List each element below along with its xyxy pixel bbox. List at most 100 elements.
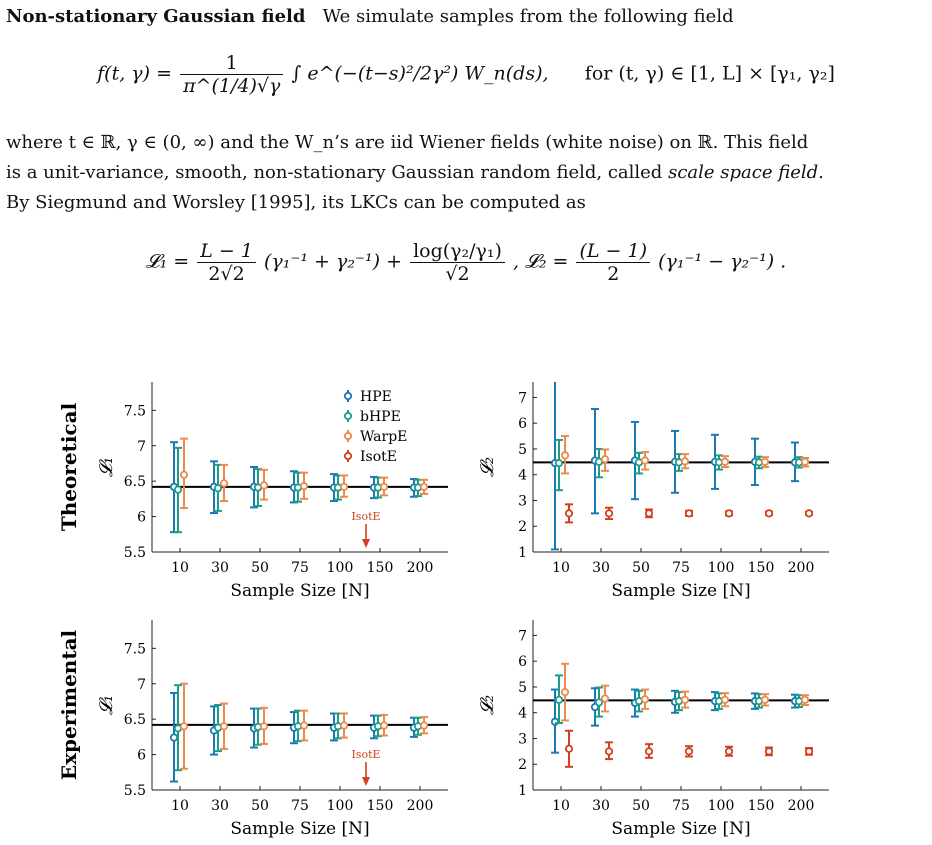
paragraph-body: where t ∈ ℝ, γ ∈ (0, ∞) and the W_n’s ar… — [6, 128, 926, 218]
point-warpe — [560, 451, 570, 460]
point-isote — [644, 747, 654, 756]
y-tick-label: 3 — [518, 731, 527, 747]
y-tick-label: 5 — [518, 442, 527, 458]
point-isote — [724, 509, 734, 518]
legend-label-isote: IsotE — [360, 449, 397, 465]
annotation-arrow-head — [362, 539, 370, 548]
point-bhpe — [213, 484, 223, 493]
y-tick-label: 5.5 — [124, 545, 146, 561]
intro-text: We simulate samples from the following f… — [322, 6, 734, 27]
y-tick-label: 7 — [137, 677, 146, 693]
row-label-theoretical: Theoretical — [57, 402, 81, 531]
point-isote — [564, 509, 574, 518]
point-warpe — [379, 482, 389, 491]
x-tick-label: 200 — [788, 560, 815, 576]
y-tick-label: 6 — [518, 654, 527, 670]
eq2-frac1: L − 1 2√2 — [197, 240, 256, 285]
point-warpe — [179, 470, 189, 479]
eq2-l1: 𝓛₁ = — [145, 250, 190, 273]
x-tick-label: 100 — [708, 798, 735, 814]
eq1-fraction: 1 π^(1/4)√γ — [180, 52, 284, 97]
point-warpe — [800, 695, 810, 704]
error-bars — [550, 382, 814, 551]
y-tick-label: 7 — [137, 439, 146, 455]
point-warpe — [640, 695, 650, 704]
legend-label-warpe: WarpE — [360, 429, 407, 445]
point-isote — [644, 509, 654, 518]
x-tick-label: 50 — [251, 560, 269, 576]
eq2-term1: (γ₁⁻¹ + γ₂⁻¹) + — [263, 250, 403, 273]
x-tick-label: 100 — [327, 560, 354, 576]
point-warpe — [419, 721, 429, 730]
y-axis-label: 𝓛₁ — [96, 695, 117, 715]
x-tick-label: 30 — [211, 560, 229, 576]
point-warpe — [800, 457, 810, 466]
y-tick-label: 2 — [518, 519, 527, 535]
legend-marker — [343, 451, 353, 461]
eq1-integral: ∫ e^(−(t−s)²/2γ²) W_n(ds), — [291, 62, 549, 85]
legend-label-hpe: HPE — [360, 389, 392, 405]
y-tick-label: 7 — [518, 628, 527, 644]
x-tick-label: 10 — [552, 798, 570, 814]
annotation-label: IsotE — [351, 748, 380, 761]
point-warpe — [760, 695, 770, 704]
y-tick-label: 6.5 — [124, 712, 146, 728]
x-tick-label: 150 — [367, 798, 394, 814]
legend-label-bhpe: bHPE — [360, 409, 401, 425]
eq1-domain: for (t, γ) ∈ [1, L] × [γ₁, γ₂] — [584, 62, 835, 85]
y-tick-label: 6 — [137, 510, 146, 526]
body-line-3: By Siegmund and Worsley [1995], its LKCs… — [6, 192, 586, 213]
point-warpe — [640, 456, 650, 465]
y-tick-label: 6 — [518, 416, 527, 432]
eq1-num: 1 — [180, 52, 284, 75]
y-tick-label: 7 — [518, 390, 527, 406]
equation-field: f(t, γ) = 1 π^(1/4)√γ ∫ e^(−(t−s)²/2γ²) … — [0, 52, 932, 97]
point-isote — [764, 747, 774, 756]
x-tick-label: 150 — [367, 560, 394, 576]
body-line-2: is a unit-variance, smooth, non-stationa… — [6, 162, 663, 183]
x-tick-label: 100 — [708, 560, 735, 576]
legend-marker — [343, 431, 353, 441]
x-axis-label: Sample Size [N] — [611, 581, 750, 601]
point-isote — [564, 744, 574, 753]
eq2-frac2: log(γ₂/γ₁) √2 — [410, 240, 505, 285]
point-isote — [724, 747, 734, 756]
y-tick-label: 1 — [518, 545, 527, 561]
x-tick-label: 50 — [632, 798, 650, 814]
x-tick-label: 10 — [171, 560, 189, 576]
point-warpe — [299, 721, 309, 730]
x-tick-label: 75 — [672, 798, 690, 814]
eq2-frac3-den: 2 — [607, 263, 620, 285]
eq2-frac2-den: √2 — [445, 263, 470, 285]
point-isote — [604, 747, 614, 756]
point-warpe — [299, 482, 309, 491]
point-warpe — [219, 722, 229, 731]
y-tick-label: 7.5 — [124, 403, 146, 419]
x-tick-label: 75 — [291, 798, 309, 814]
point-isote — [804, 509, 814, 518]
x-tick-label: 200 — [788, 798, 815, 814]
eq2-l2: , 𝓛₂ = — [512, 250, 569, 273]
chart-panel-2: 1 2 3 4 5 6 7 10 30 50 75 100 150 200 Sample Size [N] 𝓛… — [477, 382, 829, 601]
eq2-frac3: (L − 1) 2 — [576, 240, 651, 285]
equation-lkc: 𝓛₁ = L − 1 2√2 (γ₁⁻¹ + γ₂⁻¹) + log(γ₂/γ₁… — [0, 240, 932, 285]
point-warpe — [560, 688, 570, 697]
legend-marker — [343, 411, 353, 421]
y-tick-label: 5 — [518, 680, 527, 696]
eq1-lhs: f(t, γ) = — [97, 62, 173, 85]
x-tick-label: 30 — [211, 798, 229, 814]
x-tick-label: 10 — [552, 560, 570, 576]
x-axis-label: Sample Size [N] — [230, 819, 369, 839]
error-bars — [550, 662, 814, 768]
x-tick-label: 150 — [748, 798, 775, 814]
x-tick-label: 50 — [251, 798, 269, 814]
annotation-arrow-head — [362, 777, 370, 786]
y-axis-label: 𝓛₁ — [96, 457, 117, 477]
y-tick-label: 3 — [518, 493, 527, 509]
point-isote — [684, 509, 694, 518]
x-tick-label: 75 — [672, 560, 690, 576]
chart-panel-1: 5.5 6 6.5 7 7.5 10 30 50 75 100 150 200 Sample Size … — [96, 382, 448, 601]
y-tick-label: 5.5 — [124, 783, 146, 799]
x-tick-label: 75 — [291, 560, 309, 576]
point-bhpe — [554, 459, 564, 468]
